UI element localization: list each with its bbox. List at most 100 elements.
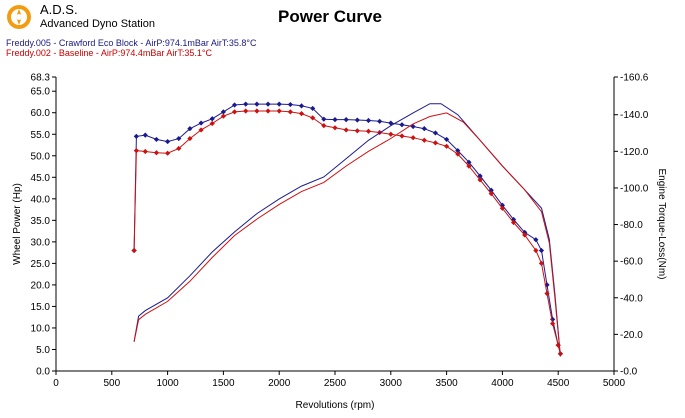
- torque-line-3: [133, 112, 561, 357]
- y-tick-label: 40.0: [31, 194, 51, 205]
- power-point-0: [276, 101, 282, 107]
- x-tick-label: 3000: [380, 378, 403, 389]
- power-point-1: [321, 123, 327, 129]
- power-point-0: [198, 120, 204, 126]
- brand-subtitle: Advanced Dyno Station: [40, 18, 155, 30]
- power-point-1: [254, 108, 260, 114]
- power-point-1: [265, 108, 271, 114]
- power-point-1: [477, 177, 483, 183]
- power-point-0: [310, 105, 316, 112]
- x-tick-label: 2000: [268, 378, 291, 389]
- y-tick-label: 10.0: [31, 323, 51, 334]
- y2-tick-label: -40.0: [620, 293, 643, 304]
- power-point-1: [220, 113, 226, 119]
- power-point-1: [455, 151, 461, 157]
- power-point-0: [265, 101, 271, 107]
- power-point-1: [466, 163, 472, 169]
- power-point-0: [377, 118, 383, 124]
- power-point-1: [421, 137, 427, 143]
- power-point-0: [455, 148, 461, 154]
- brand-name: A.D.S.: [40, 2, 78, 17]
- power-point-0: [421, 126, 427, 132]
- x-tick-label: 500: [103, 378, 120, 389]
- y2-tick-label: -160.6: [620, 73, 649, 84]
- x-tick-label: 2500: [324, 378, 347, 389]
- y-tick-label: 55.0: [31, 130, 51, 141]
- brand-block: A.D.S. Advanced Dyno Station: [40, 3, 155, 31]
- power-point-0: [142, 132, 148, 138]
- power-point-0: [298, 103, 305, 109]
- power-point-1: [131, 247, 137, 254]
- power-point-1: [332, 125, 338, 131]
- y-tick-label: 35.0: [31, 216, 51, 227]
- power-point-1: [133, 148, 139, 154]
- power-point-1: [550, 321, 556, 327]
- power-point-1: [231, 109, 238, 115]
- y2-tick-label: -120.0: [620, 147, 649, 158]
- y-tick-label: 0.0: [36, 367, 50, 378]
- power-point-1: [287, 109, 293, 115]
- power-point-0: [388, 120, 394, 126]
- y2-tick-label: -80.0: [620, 220, 643, 231]
- y-tick-label: 5.0: [36, 345, 50, 356]
- y2-tick-label: -60.0: [620, 257, 643, 268]
- power-point-0: [466, 159, 472, 165]
- x-tick-label: 3500: [435, 378, 458, 389]
- power-point-0: [254, 101, 260, 107]
- power-point-1: [544, 290, 550, 297]
- power-point-0: [231, 102, 238, 108]
- power-point-1: [176, 145, 182, 152]
- power-point-1: [142, 148, 148, 155]
- x-axis-label: Revolutions (rpm): [296, 400, 375, 411]
- power-point-0: [165, 138, 171, 145]
- x-tick-label: 4000: [491, 378, 514, 389]
- power-point-1: [276, 108, 282, 114]
- power-point-1: [354, 128, 360, 134]
- power-point-0: [444, 136, 450, 143]
- power-point-0: [354, 117, 360, 123]
- power-point-0: [133, 133, 139, 140]
- y2-tick-label: -100.0: [620, 183, 649, 194]
- power-point-0: [176, 135, 182, 142]
- x-tick-label: 1000: [156, 378, 179, 389]
- power-point-1: [488, 191, 494, 197]
- ads-logo-icon: [7, 5, 31, 29]
- power-point-1: [365, 128, 372, 134]
- power-point-1: [243, 108, 249, 114]
- power-point-1: [399, 133, 405, 139]
- power-line-1: [133, 110, 561, 354]
- power-point-1: [522, 232, 528, 238]
- power-point-1: [298, 110, 305, 117]
- x-tick-label: 4500: [547, 378, 570, 389]
- power-point-0: [153, 136, 160, 143]
- y-tick-label: 68.3: [31, 73, 51, 84]
- run-label-1: Freddy.005 - Crawford Eco Block - AirP:9…: [6, 38, 257, 48]
- power-point-0: [209, 116, 215, 122]
- power-point-1: [538, 260, 545, 266]
- x-tick-label: 0: [53, 378, 59, 389]
- y-tick-label: 30.0: [31, 237, 51, 248]
- y-tick-label: 65.0: [31, 87, 51, 98]
- y-tick-label: 15.0: [31, 302, 51, 313]
- power-point-1: [310, 115, 316, 121]
- power-line-0: [133, 103, 561, 354]
- power-point-1: [510, 219, 517, 226]
- power-point-1: [432, 140, 439, 146]
- power-point-0: [365, 117, 372, 124]
- power-point-0: [243, 101, 249, 107]
- y2-tick-label: -140.0: [620, 110, 649, 121]
- power-point-1: [444, 143, 450, 149]
- y-tick-label: 45.0: [31, 173, 51, 184]
- power-point-1: [343, 127, 349, 133]
- power-point-0: [499, 202, 505, 208]
- power-point-1: [388, 131, 394, 137]
- power-point-1: [187, 135, 193, 142]
- power-point-0: [220, 109, 226, 115]
- run-label-2: Freddy.002 - Baseline - AirP:974.4mBar A…: [6, 48, 213, 58]
- power-point-1: [555, 342, 561, 348]
- y2-axis-label: Engine Torque-Loss(Nm): [656, 169, 667, 280]
- power-point-0: [321, 116, 327, 122]
- power-point-0: [544, 282, 550, 288]
- power-point-0: [399, 122, 405, 128]
